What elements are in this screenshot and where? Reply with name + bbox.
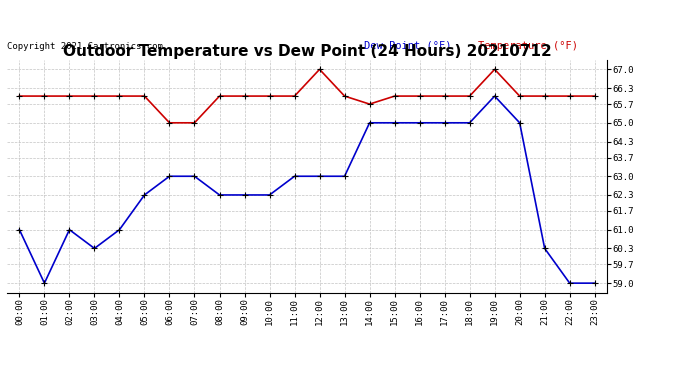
Title: Outdoor Temperature vs Dew Point (24 Hours) 20210712: Outdoor Temperature vs Dew Point (24 Hou…	[63, 44, 551, 59]
Text: Temperature (°F): Temperature (°F)	[478, 41, 578, 51]
Text: Copyright 2021 Cartronics.com: Copyright 2021 Cartronics.com	[7, 42, 163, 51]
Text: Dew Point (°F): Dew Point (°F)	[364, 41, 451, 51]
